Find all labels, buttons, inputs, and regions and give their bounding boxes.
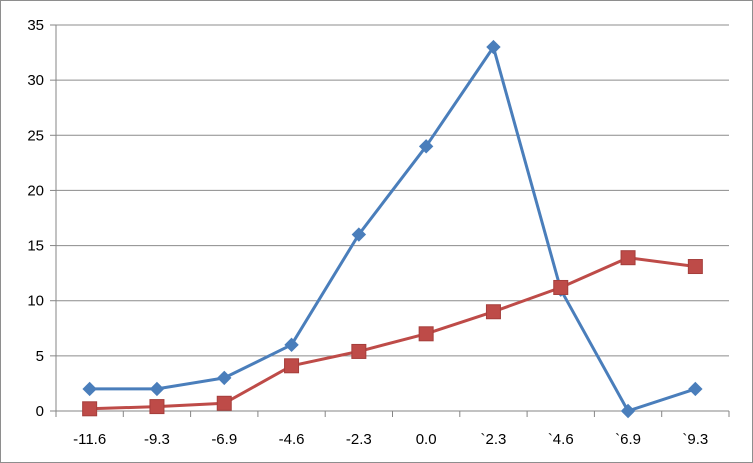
- x-tick-label: -6.9: [211, 431, 237, 448]
- series-2: [82, 250, 703, 417]
- data-point-diamond: [284, 337, 299, 353]
- x-tick-label: -9.3: [144, 431, 170, 448]
- data-point-diamond: [217, 370, 232, 386]
- series-1: [82, 39, 703, 419]
- y-tick-label: 20: [27, 182, 44, 199]
- y-tick-label: 0: [36, 403, 44, 420]
- x-tick-labels: -11.6 -9.3 -6.9 -4.6 -2.3 0.0 `2.3 `4.6 `6.9 `9.3: [73, 431, 708, 448]
- data-point-diamond: [149, 381, 165, 397]
- y-tick-label: 15: [27, 238, 44, 255]
- data-point-diamond: [486, 39, 501, 55]
- x-tick-label: `2.3: [481, 431, 507, 448]
- series-line: [89, 45, 696, 413]
- data-point-diamond: [82, 381, 97, 397]
- x-tick-label: `6.9: [615, 431, 641, 448]
- data-point-square: [687, 259, 703, 275]
- data-point-square: [82, 401, 98, 417]
- x-tick-label: `4.6: [548, 431, 574, 448]
- data-point-square: [351, 343, 367, 359]
- x-tick-label: -2.3: [346, 431, 372, 448]
- data-point-square: [284, 358, 300, 374]
- y-tick-label: 25: [27, 127, 44, 144]
- gridlines: [56, 24, 729, 357]
- x-tick-label: -11.6: [73, 431, 106, 448]
- axes: [50, 24, 730, 417]
- data-point-square: [216, 395, 232, 411]
- y-tick-label: 5: [36, 348, 44, 365]
- y-tick-label: 10: [27, 293, 44, 310]
- x-tick-label: -4.6: [279, 431, 305, 448]
- data-point-square: [149, 399, 165, 415]
- series: [82, 39, 703, 419]
- data-point-square: [620, 250, 636, 266]
- x-tick-label: 0.0: [416, 431, 437, 448]
- data-point-diamond: [418, 139, 434, 154]
- y-tick-labels: 0 5 10 15 20 25 30 35: [27, 17, 44, 420]
- data-point-diamond: [351, 227, 367, 242]
- y-tick-label: 30: [27, 72, 44, 89]
- data-point-diamond: [688, 381, 703, 397]
- data-point-diamond: [620, 403, 636, 419]
- data-point-square: [485, 304, 501, 320]
- x-tick-label: `9.3: [682, 431, 708, 448]
- y-tick-label: 35: [27, 17, 44, 34]
- series-line: [89, 256, 696, 411]
- data-point-square: [418, 326, 434, 342]
- data-point-square: [553, 279, 569, 295]
